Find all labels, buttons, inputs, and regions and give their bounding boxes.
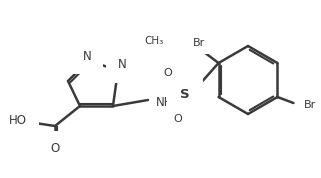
Text: O: O [50, 143, 60, 156]
Text: Br: Br [192, 38, 205, 48]
Text: O: O [164, 68, 172, 78]
Text: N: N [82, 49, 91, 62]
Text: Br: Br [303, 100, 316, 110]
Text: HO: HO [9, 114, 27, 127]
Text: NH: NH [156, 96, 173, 109]
Text: O: O [174, 114, 182, 124]
Text: S: S [180, 88, 190, 101]
Text: CH₃: CH₃ [144, 37, 163, 47]
Text: CH₃: CH₃ [144, 36, 163, 46]
Text: N: N [117, 59, 126, 72]
